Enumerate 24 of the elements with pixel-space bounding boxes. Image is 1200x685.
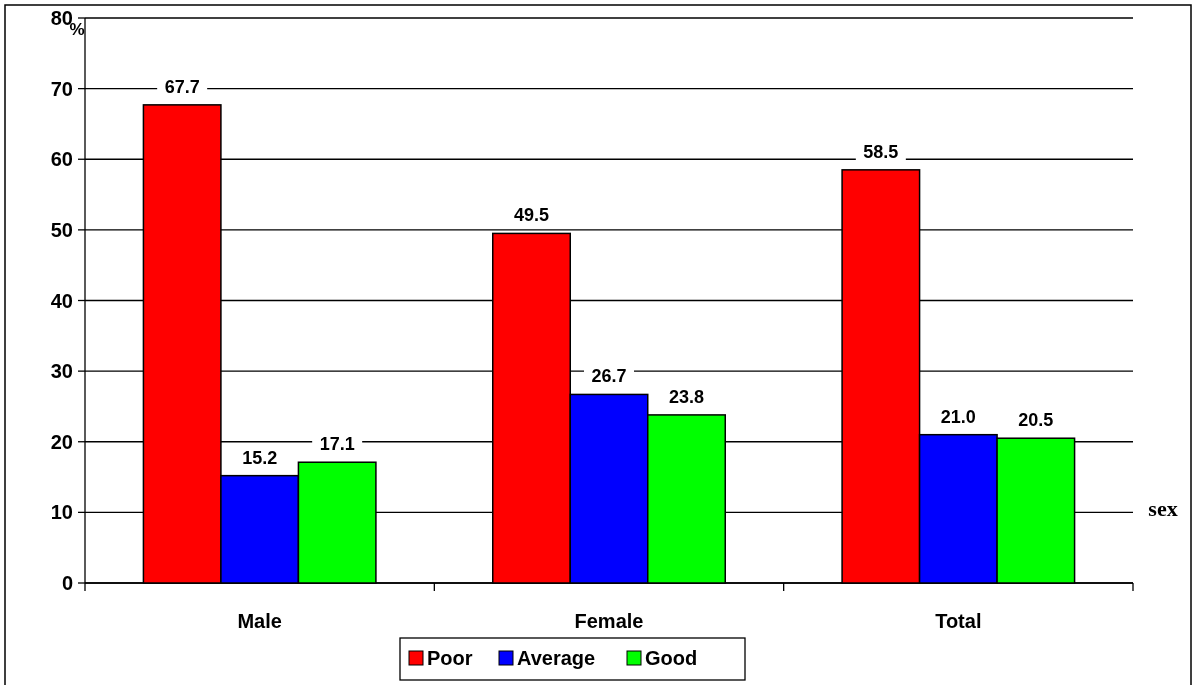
text: 21.0 bbox=[940, 406, 976, 427]
y-tick-label: 50 bbox=[50, 218, 73, 241]
y-tick-label: 30 bbox=[50, 360, 73, 383]
legend-label: Poor bbox=[427, 647, 473, 669]
x-tick-label: Total bbox=[935, 610, 982, 632]
text: 49.5 bbox=[513, 205, 550, 226]
y-tick-label: 20 bbox=[50, 430, 73, 453]
text: 17.1 bbox=[319, 434, 355, 455]
legend-label: Average bbox=[517, 647, 596, 669]
text: 67.7 bbox=[164, 76, 200, 97]
text: 26.7 bbox=[591, 366, 627, 387]
x-tick-label: Female bbox=[574, 610, 644, 632]
x-tick-label: Male bbox=[237, 610, 282, 632]
text: 20.5 bbox=[1018, 410, 1054, 431]
y-tick-label: 70 bbox=[50, 77, 73, 100]
y-tick-label: 10 bbox=[50, 501, 73, 524]
y-tick-label: 0 bbox=[61, 572, 73, 594]
legend-label: Good bbox=[645, 647, 698, 669]
y-tick-label: 40 bbox=[50, 289, 73, 312]
y-tick-label: 60 bbox=[50, 148, 73, 171]
x-axis-title: sex bbox=[1148, 496, 1178, 521]
text: 15.2 bbox=[242, 447, 278, 468]
text: 58.5 bbox=[863, 141, 899, 162]
text: 23.8 bbox=[668, 386, 705, 407]
